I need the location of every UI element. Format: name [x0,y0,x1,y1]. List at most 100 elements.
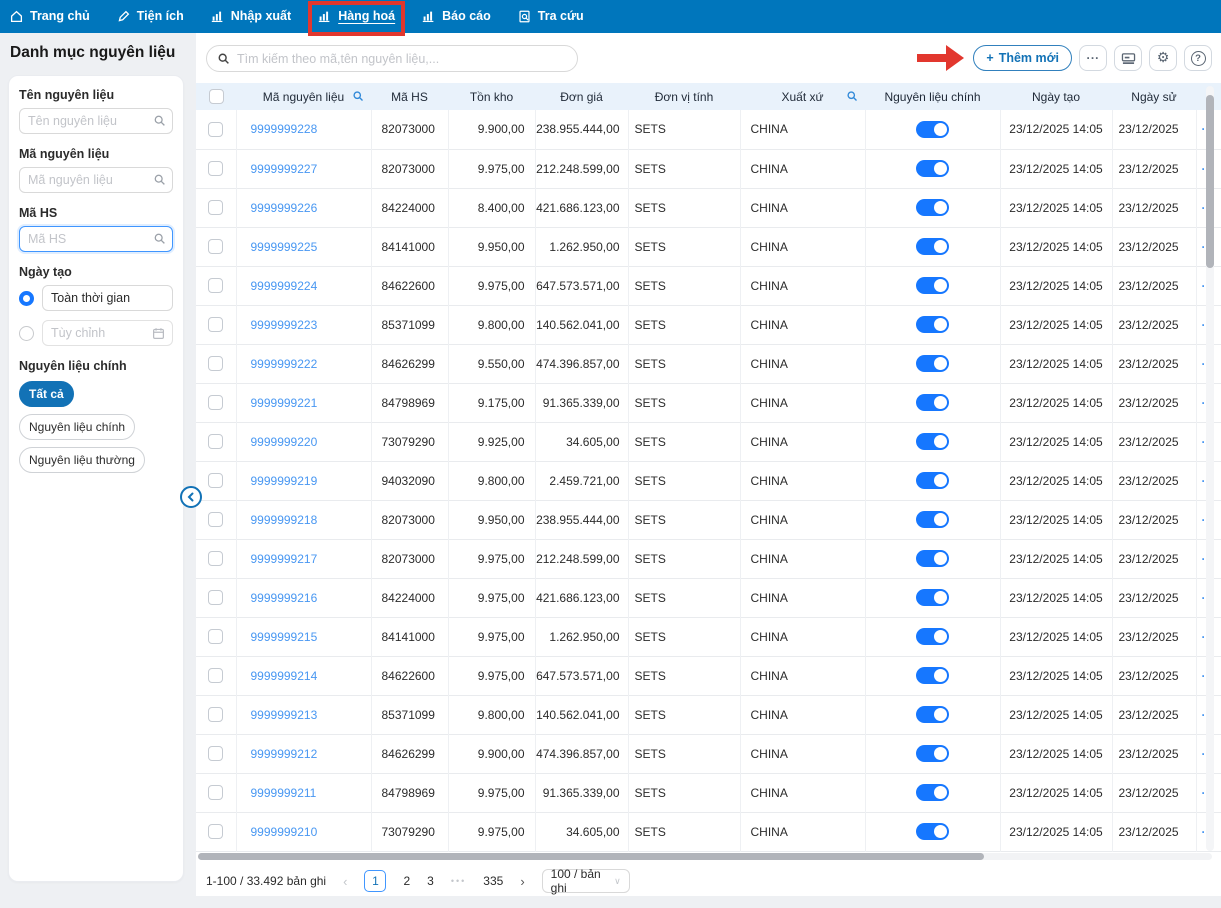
page-number-last[interactable]: 335 [483,874,504,888]
filter-pill-all[interactable]: Tất cả [19,381,74,407]
main-material-toggle[interactable] [916,238,949,255]
main-material-toggle[interactable] [916,316,949,333]
row-checkbox[interactable] [208,668,224,684]
material-code-link[interactable]: 9999999221 [250,395,318,410]
more-actions-button[interactable]: ... [1079,45,1107,71]
horizontal-scrollbar-thumb[interactable] [198,853,984,860]
main-material-toggle[interactable] [916,511,949,528]
row-checkbox[interactable] [208,824,224,840]
page-number-2[interactable]: 2 [403,874,411,888]
column-search-icon[interactable] [352,90,364,102]
material-code-link[interactable]: 9999999224 [250,278,318,293]
row-checkbox[interactable] [208,161,224,177]
main-material-toggle[interactable] [916,823,949,840]
col-header-price[interactable]: Đơn giá [535,83,628,110]
main-material-toggle[interactable] [916,628,949,645]
row-checkbox[interactable] [208,629,224,645]
col-header-unit[interactable]: Đơn vị tính [628,83,740,110]
nav-item-goods[interactable]: Hàng hoá [308,1,406,36]
row-checkbox[interactable] [208,746,224,762]
col-header-modified[interactable]: Ngày sử [1112,83,1196,110]
custom-date-picker[interactable]: Tùy chỉnh [42,320,173,346]
nav-item-lookup[interactable]: Tra cứu [518,10,584,23]
col-header-origin[interactable]: Xuất xứ [740,83,865,110]
row-checkbox[interactable] [208,551,224,567]
row-checkbox[interactable] [208,395,224,411]
row-checkbox[interactable] [208,121,224,137]
row-checkbox[interactable] [208,278,224,294]
material-code-link[interactable]: 9999999217 [250,551,318,566]
column-layout-button[interactable] [1114,45,1142,71]
hs-code-input[interactable] [19,226,173,252]
row-checkbox[interactable] [208,200,224,216]
material-code-input[interactable] [19,167,173,193]
material-code-link[interactable]: 9999999219 [250,473,318,488]
row-checkbox[interactable] [208,356,224,372]
main-material-toggle[interactable] [916,550,949,567]
main-material-toggle[interactable] [916,706,949,723]
material-code-link[interactable]: 9999999212 [250,746,318,761]
add-new-button[interactable]: + Thêm mới [973,45,1072,71]
page-jump-dots[interactable]: ••• [450,876,467,886]
material-code-link[interactable]: 9999999227 [250,161,318,176]
material-code-link[interactable]: 9999999211 [250,785,317,800]
page-number-3[interactable]: 3 [427,874,434,888]
material-code-link[interactable]: 9999999210 [250,824,318,839]
prev-page-button[interactable]: ‹ [343,873,348,889]
material-code-link[interactable]: 9999999222 [250,356,318,371]
material-code-link[interactable]: 9999999226 [250,200,318,215]
page-number-1[interactable]: 1 [364,870,387,892]
horizontal-scrollbar-track[interactable] [198,853,1212,860]
nav-item-reports[interactable]: Báo cáo [422,10,491,23]
material-code-link[interactable]: 9999999213 [250,707,318,722]
main-material-toggle[interactable] [916,433,949,450]
col-header-main[interactable]: Nguyên liệu chính [865,83,1000,110]
row-checkbox[interactable] [208,512,224,528]
nav-item-import-export[interactable]: Nhập xuất [211,10,291,23]
row-checkbox[interactable] [208,434,224,450]
select-all-checkbox[interactable] [208,89,224,105]
all-time-radio[interactable] [19,290,34,306]
main-material-toggle[interactable] [916,745,949,762]
material-code-link[interactable]: 9999999228 [250,122,318,137]
main-material-toggle[interactable] [916,394,949,411]
sidebar-collapse-button[interactable] [180,486,202,508]
material-code-link[interactable]: 9999999214 [250,668,318,683]
nav-item-home[interactable]: Trang chủ [10,10,90,23]
main-material-toggle[interactable] [916,589,949,606]
material-code-link[interactable]: 9999999218 [250,512,318,527]
main-material-toggle[interactable] [916,277,949,294]
next-page-button[interactable]: › [520,873,525,889]
col-header-stock[interactable]: Tồn kho [448,83,535,110]
column-search-icon[interactable] [846,90,858,102]
custom-date-radio[interactable] [19,325,34,341]
row-checkbox[interactable] [208,590,224,606]
filter-pill-normal[interactable]: Nguyên liệu thường [19,447,145,473]
row-checkbox[interactable] [208,239,224,255]
vertical-scrollbar-thumb[interactable] [1206,95,1214,268]
main-material-toggle[interactable] [916,784,949,801]
main-material-toggle[interactable] [916,120,949,138]
material-code-link[interactable]: 9999999220 [250,434,318,449]
main-material-toggle[interactable] [916,667,949,684]
material-code-link[interactable]: 9999999223 [250,317,318,332]
settings-button[interactable]: ⚙ [1149,45,1177,71]
material-code-link[interactable]: 9999999216 [250,590,318,605]
help-button[interactable]: ? [1184,45,1212,71]
table-search-input[interactable] [237,51,567,66]
vertical-scrollbar-track[interactable] [1206,86,1214,851]
main-material-toggle[interactable] [916,472,949,489]
material-code-link[interactable]: 9999999215 [250,629,318,644]
row-checkbox[interactable] [208,785,224,801]
nav-item-utilities[interactable]: Tiện ích [117,10,184,23]
col-header-code[interactable]: Mã nguyên liệu [236,83,371,110]
row-checkbox[interactable] [208,473,224,489]
col-header-created[interactable]: Ngày tạo [1000,83,1112,110]
all-time-value[interactable]: Toàn thời gian [42,285,173,311]
main-material-toggle[interactable] [916,355,949,372]
main-material-toggle[interactable] [916,199,949,216]
col-header-hs[interactable]: Mã HS [371,83,448,110]
row-checkbox[interactable] [208,707,224,723]
material-code-link[interactable]: 9999999225 [250,239,318,254]
row-checkbox[interactable] [208,317,224,333]
